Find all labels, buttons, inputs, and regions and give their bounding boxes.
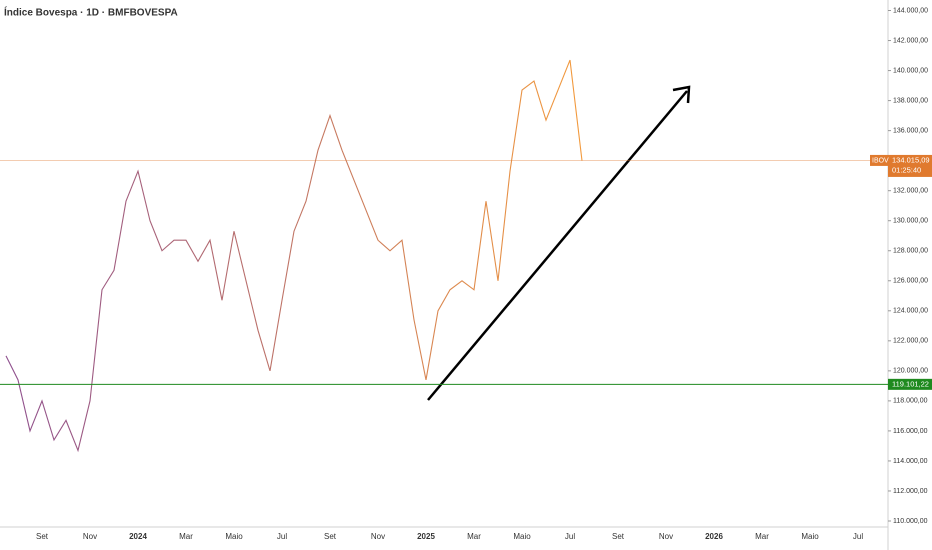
y-tick-label: 112.000,00 <box>893 488 928 495</box>
x-tick-label: 2024 <box>129 532 147 541</box>
y-tick-label: 120.000,00 <box>893 368 928 375</box>
y-tick-label: 118.000,00 <box>893 398 928 405</box>
countdown: 01:25:40 <box>892 165 921 174</box>
x-tick-label: Set <box>324 532 337 541</box>
y-tick-label: 128.000,00 <box>893 248 928 255</box>
x-tick-label: Maio <box>801 532 819 541</box>
price-axis-panel <box>888 0 932 550</box>
x-tick-label: Maio <box>225 532 243 541</box>
x-tick-label: 2026 <box>705 532 723 541</box>
y-tick-label: 132.000,00 <box>893 188 928 195</box>
x-tick-label: 2025 <box>417 532 435 541</box>
y-tick-label: 122.000,00 <box>893 338 928 345</box>
x-tick-label: Nov <box>371 532 385 541</box>
series-tag-label: IBOV <box>872 157 889 164</box>
y-tick-label: 124.000,00 <box>893 308 928 315</box>
y-tick-label: 144.000,00 <box>893 7 928 14</box>
x-tick-label: Nov <box>83 532 97 541</box>
y-tick-label: 138.000,00 <box>893 97 928 104</box>
x-tick-label: Set <box>36 532 49 541</box>
series-tag <box>870 154 888 166</box>
x-tick-label: Jul <box>565 532 575 541</box>
x-tick-label: Jul <box>853 532 863 541</box>
y-tick-label: 142.000,00 <box>893 37 928 44</box>
price-tag <box>888 154 932 177</box>
x-tick-label: Jul <box>277 532 287 541</box>
x-tick-label: Mar <box>467 532 481 541</box>
y-tick-label: 126.000,00 <box>893 278 928 285</box>
x-tick-label: Mar <box>755 532 769 541</box>
x-tick-label: Set <box>612 532 625 541</box>
x-tick-label: Nov <box>659 532 673 541</box>
x-tick-label: Maio <box>513 532 531 541</box>
price-line <box>5 59 583 453</box>
y-tick-label: 116.000,00 <box>893 428 928 435</box>
y-tick-label: 140.000,00 <box>893 67 928 74</box>
y-tick-label: 114.000,00 <box>893 458 928 465</box>
y-tick-label: 110.000,00 <box>893 518 928 525</box>
chart-title: Índice Bovespa · 1D · BMFBOVESPA <box>4 6 178 19</box>
price-tag <box>888 378 932 390</box>
trend-arrow <box>427 85 691 401</box>
price-tag-label: 134.015,09 <box>892 155 930 164</box>
y-tick-label: 136.000,00 <box>893 127 928 134</box>
y-tick-label: 130.000,00 <box>893 218 928 225</box>
price-tag-label: 119.101,22 <box>892 379 929 388</box>
x-tick-label: Mar <box>179 532 193 541</box>
